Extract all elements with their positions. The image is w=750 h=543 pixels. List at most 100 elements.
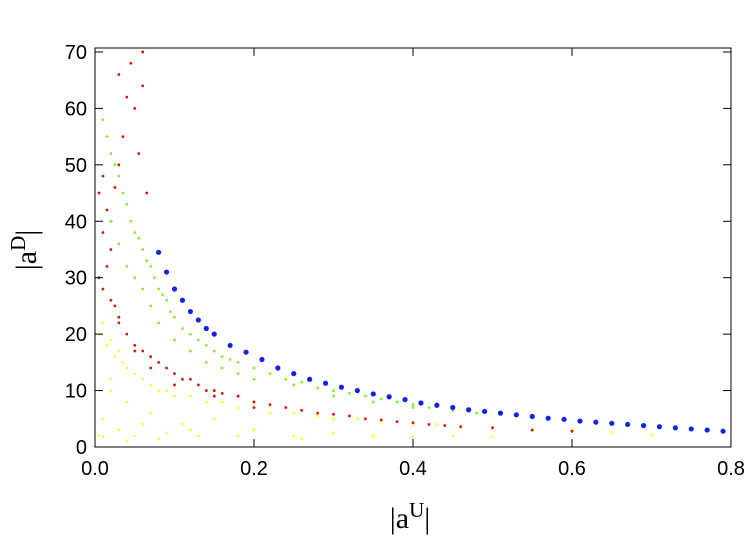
y-label-part: |a [10,251,43,270]
point [125,439,129,443]
point [101,118,105,122]
point [101,231,105,234]
point [125,332,129,336]
point [173,338,176,342]
point [121,360,125,364]
point [656,424,663,430]
point [189,377,192,381]
point [561,416,567,422]
point [189,332,192,336]
point [252,377,256,381]
point [332,389,335,392]
point [121,191,125,195]
point [101,321,105,325]
point [133,276,137,280]
point [427,406,431,409]
point [109,377,113,381]
point [650,433,653,436]
point [189,428,192,432]
point [491,435,494,439]
point [411,406,415,409]
x-tick-label: 0.8 [717,458,745,480]
point [173,315,176,319]
point [379,418,383,422]
point [125,400,129,404]
point [181,377,184,381]
point [133,106,137,110]
point [363,417,367,421]
point [149,265,153,268]
point [105,208,109,212]
x-axis-label: |aU| [390,498,431,535]
point [189,349,192,353]
point [236,360,240,364]
point [284,406,288,409]
point [355,417,359,421]
point [203,325,209,332]
point [236,406,240,409]
point [181,423,184,426]
point [275,365,281,371]
point [125,95,129,99]
point [109,219,113,223]
point [268,372,272,376]
plot-frame [94,47,732,448]
point [161,293,164,297]
point [173,394,176,398]
point [688,426,694,432]
point [117,321,121,325]
point [101,287,105,291]
point [149,366,153,370]
point [212,417,216,421]
point [117,349,121,353]
point [252,366,256,370]
point [204,344,208,347]
point [292,383,296,387]
point [236,394,240,398]
point [109,389,113,392]
point [141,50,145,54]
point [720,428,726,434]
point [236,434,240,438]
point [196,434,200,438]
point [348,414,351,418]
point [109,248,113,251]
point [497,410,504,416]
point [545,415,551,421]
x-tick-label: 0.0 [81,458,109,480]
point [212,349,216,353]
point [133,231,137,234]
point [195,317,201,323]
point [125,265,129,268]
point [163,269,170,275]
point [149,411,153,415]
point [157,360,161,364]
point [292,434,296,438]
point [316,414,319,418]
point [101,435,105,439]
point [411,421,415,425]
point [101,174,105,178]
point [443,424,447,427]
point [354,387,360,394]
point [212,389,216,392]
point [284,377,288,381]
point [101,417,105,421]
point [411,403,415,407]
point [157,389,161,392]
point [451,434,455,438]
point [105,135,109,139]
point [149,304,153,308]
point [189,394,192,398]
point [379,397,383,401]
point [610,431,614,435]
y-tick-label: 10 [65,381,87,403]
point [204,400,208,404]
point [121,135,125,139]
point [395,400,399,404]
point [165,389,168,392]
x-tick-label: 0.4 [399,458,427,480]
x-tick-label: 0.2 [240,458,268,480]
point [243,349,249,355]
point [141,423,145,426]
